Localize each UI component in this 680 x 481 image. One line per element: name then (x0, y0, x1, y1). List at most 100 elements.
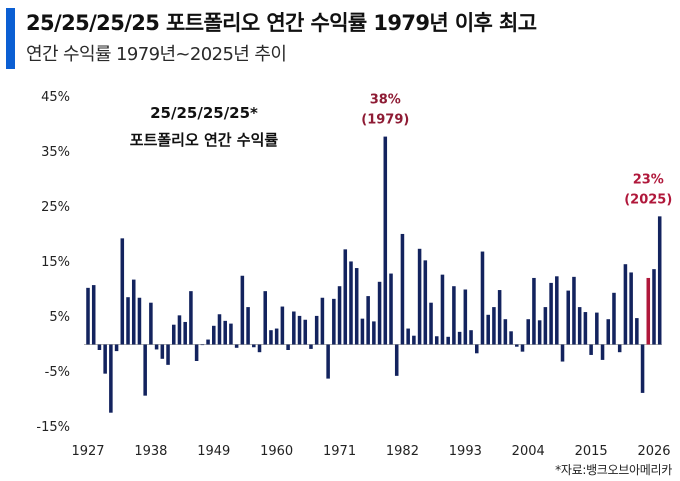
bar-1986 (423, 260, 428, 345)
bar-1932 (114, 344, 119, 352)
y-tick-label: -15% (36, 420, 70, 435)
bar-1934 (126, 297, 130, 345)
bar-2022 (629, 272, 633, 345)
bar-1945 (189, 291, 193, 345)
bar-1943 (177, 315, 182, 345)
x-tick-label: 2004 (512, 444, 545, 459)
bar-1941 (166, 344, 170, 365)
bar-1931 (109, 344, 113, 413)
bar-2004 (526, 319, 530, 345)
highlight-value: 38% (370, 93, 401, 108)
bar-1953 (234, 344, 239, 348)
bar-2020 (617, 344, 622, 353)
bar-1998 (492, 307, 496, 345)
bar-2014 (583, 312, 588, 345)
bar-1979 (383, 136, 388, 345)
x-tick-label: 1949 (197, 444, 230, 459)
bar-2001 (509, 331, 513, 345)
bar-1985 (417, 248, 422, 345)
bar-1996 (480, 251, 485, 345)
bar-1971 (337, 286, 342, 345)
bar-1981 (394, 344, 399, 376)
bar-1963 (292, 311, 296, 345)
bar-1954 (240, 275, 245, 345)
bar-2006 (537, 320, 542, 345)
bar-1980 (389, 273, 393, 345)
bar-1957 (257, 344, 262, 353)
bar-1960 (274, 328, 279, 345)
bar-1966 (309, 344, 313, 349)
chart-title: 25/25/25/25 포트폴리오 연간 수익률 1979년 이후 최고 (26, 11, 537, 35)
bar-2000 (503, 319, 508, 345)
bar-1962 (286, 344, 290, 350)
bar-1994 (469, 330, 473, 345)
bar-1933 (120, 238, 125, 345)
bar-1992 (457, 331, 462, 345)
bar-2021 (623, 264, 628, 345)
bar-2008 (549, 282, 553, 345)
bar-1997 (486, 314, 490, 345)
highlight-value: 23% (633, 172, 664, 187)
bar-2024 (640, 344, 645, 393)
bar-1948 (206, 339, 210, 345)
bar-1975 (360, 318, 365, 345)
chart-annotation-line2: 포트폴리오 연간 수익률 (130, 131, 279, 149)
bar-2002 (515, 344, 519, 347)
bar-1974 (354, 268, 359, 345)
bar-1950 (217, 314, 222, 345)
bar-1956 (252, 344, 256, 348)
bar-1959 (269, 330, 273, 345)
y-tick-label: 35% (41, 145, 70, 160)
bar-1942 (171, 324, 176, 345)
bar-2025 (646, 277, 651, 345)
bar-1944 (183, 321, 187, 345)
bar-2009 (555, 276, 559, 345)
bar-1977 (372, 321, 376, 345)
bar-2018 (606, 319, 611, 345)
bar-1955 (246, 307, 250, 345)
bar-2027 (657, 216, 662, 345)
bar-1983 (406, 328, 410, 345)
bar-2010 (560, 344, 565, 362)
bar-2011 (566, 290, 571, 345)
y-tick-label: -5% (45, 365, 70, 380)
bar-1927 (86, 287, 90, 345)
bar-1987 (429, 302, 433, 345)
bar-2019 (612, 292, 616, 345)
bar-1991 (452, 286, 456, 345)
bar-1984 (412, 335, 416, 345)
bar-1929 (97, 344, 102, 350)
x-tick-label: 1927 (71, 444, 104, 459)
bar-2012 (572, 276, 576, 345)
source-note: *자료:뱅크오브아메리카 (555, 463, 672, 477)
bar-1930 (103, 344, 107, 374)
highlight-year: (1979) (361, 113, 409, 128)
highlight-label-1979: 38% (1979) (361, 93, 409, 128)
bar-1965 (303, 319, 308, 345)
bar-2017 (600, 344, 605, 360)
chart-annotation-line1: 25/25/25/25* (150, 104, 258, 122)
bar-1973 (349, 261, 353, 345)
y-tick-label: 15% (41, 255, 70, 270)
bar-1989 (440, 274, 445, 345)
bar-1946 (194, 344, 199, 361)
bar-1938 (149, 302, 153, 345)
bar-1939 (154, 344, 159, 350)
bar-2005 (532, 277, 536, 345)
bar-1958 (263, 291, 267, 345)
highlight-year: (2025) (624, 192, 672, 207)
x-axis: 1927 1938 1949 1960 1971 1982 1993 2004 … (71, 444, 670, 459)
bar-1968 (320, 297, 325, 345)
bar-2015 (589, 344, 593, 355)
bar-1936 (137, 297, 142, 345)
x-tick-label: 1938 (134, 444, 167, 459)
y-axis: 45% 35% 25% 15% 5% -5% -15% (36, 90, 70, 435)
bar-1993 (463, 289, 468, 345)
bar-1999 (497, 290, 502, 345)
bar-1928 (91, 285, 96, 345)
highlight-label-2025: 23% (2025) (624, 172, 672, 207)
bar-1935 (131, 279, 136, 345)
bar-2016 (595, 312, 599, 345)
y-tick-label: 25% (41, 200, 70, 215)
